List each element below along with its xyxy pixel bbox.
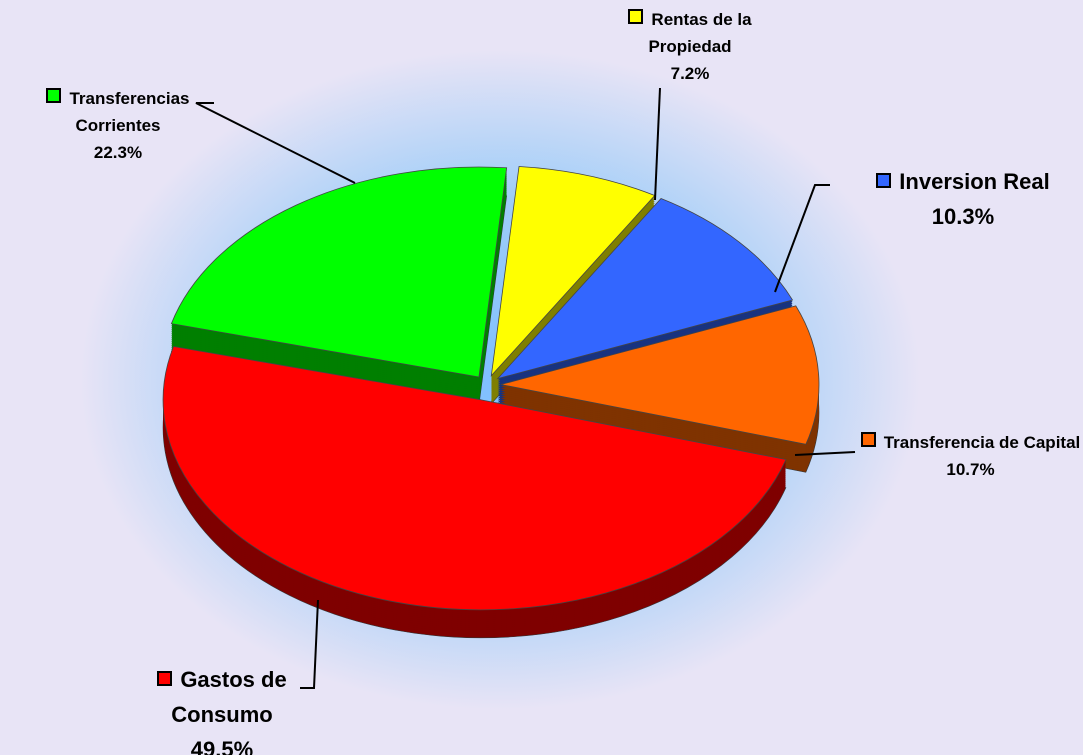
leader-line [300, 599, 319, 689]
legend-swatch [628, 9, 644, 24]
slice [170, 166, 508, 378]
leader-line [195, 102, 356, 184]
leader-line [774, 184, 830, 293]
slice [500, 305, 820, 445]
leader-line [794, 451, 856, 456]
slice [496, 198, 794, 380]
data-label: Transferencias Corrientes 22.3% [12, 85, 224, 167]
label-title: Transferencias Corrientes [12, 85, 224, 139]
slice [490, 166, 656, 377]
slice [162, 346, 787, 611]
legend-swatch [860, 432, 876, 447]
label-value: 22.3% [93, 143, 143, 163]
label-name: Transferencias Corrientes [69, 89, 190, 136]
data-label: Transferencia de Capital 10.7% [853, 429, 1083, 483]
label-title: Transferencia de Capital [853, 429, 1083, 456]
label-name: Transferencia de Capital [883, 433, 1081, 452]
legend-swatch [876, 173, 892, 188]
label-title: Inversion Real [838, 164, 1083, 199]
label-title: Rentas de la Propiedad [590, 6, 790, 60]
label-title: Gastos de Consumo [132, 662, 312, 732]
label-value: 49.5% [190, 737, 254, 755]
legend-swatch [157, 671, 173, 686]
data-label: Gastos de Consumo 49.5% [132, 662, 312, 755]
label-name: Inversion Real [899, 169, 1050, 194]
label-name: Rentas de la Propiedad [648, 10, 752, 57]
data-label: Inversion Real 10.3% [838, 164, 1083, 234]
data-label: Rentas de la Propiedad 7.2% [590, 6, 790, 88]
legend-swatch [46, 88, 62, 103]
label-name: Gastos de Consumo [171, 667, 287, 728]
label-value: 10.3% [931, 204, 995, 230]
label-value: 7.2% [670, 64, 710, 84]
label-value: 10.7% [946, 460, 995, 480]
leader-line [654, 87, 661, 201]
